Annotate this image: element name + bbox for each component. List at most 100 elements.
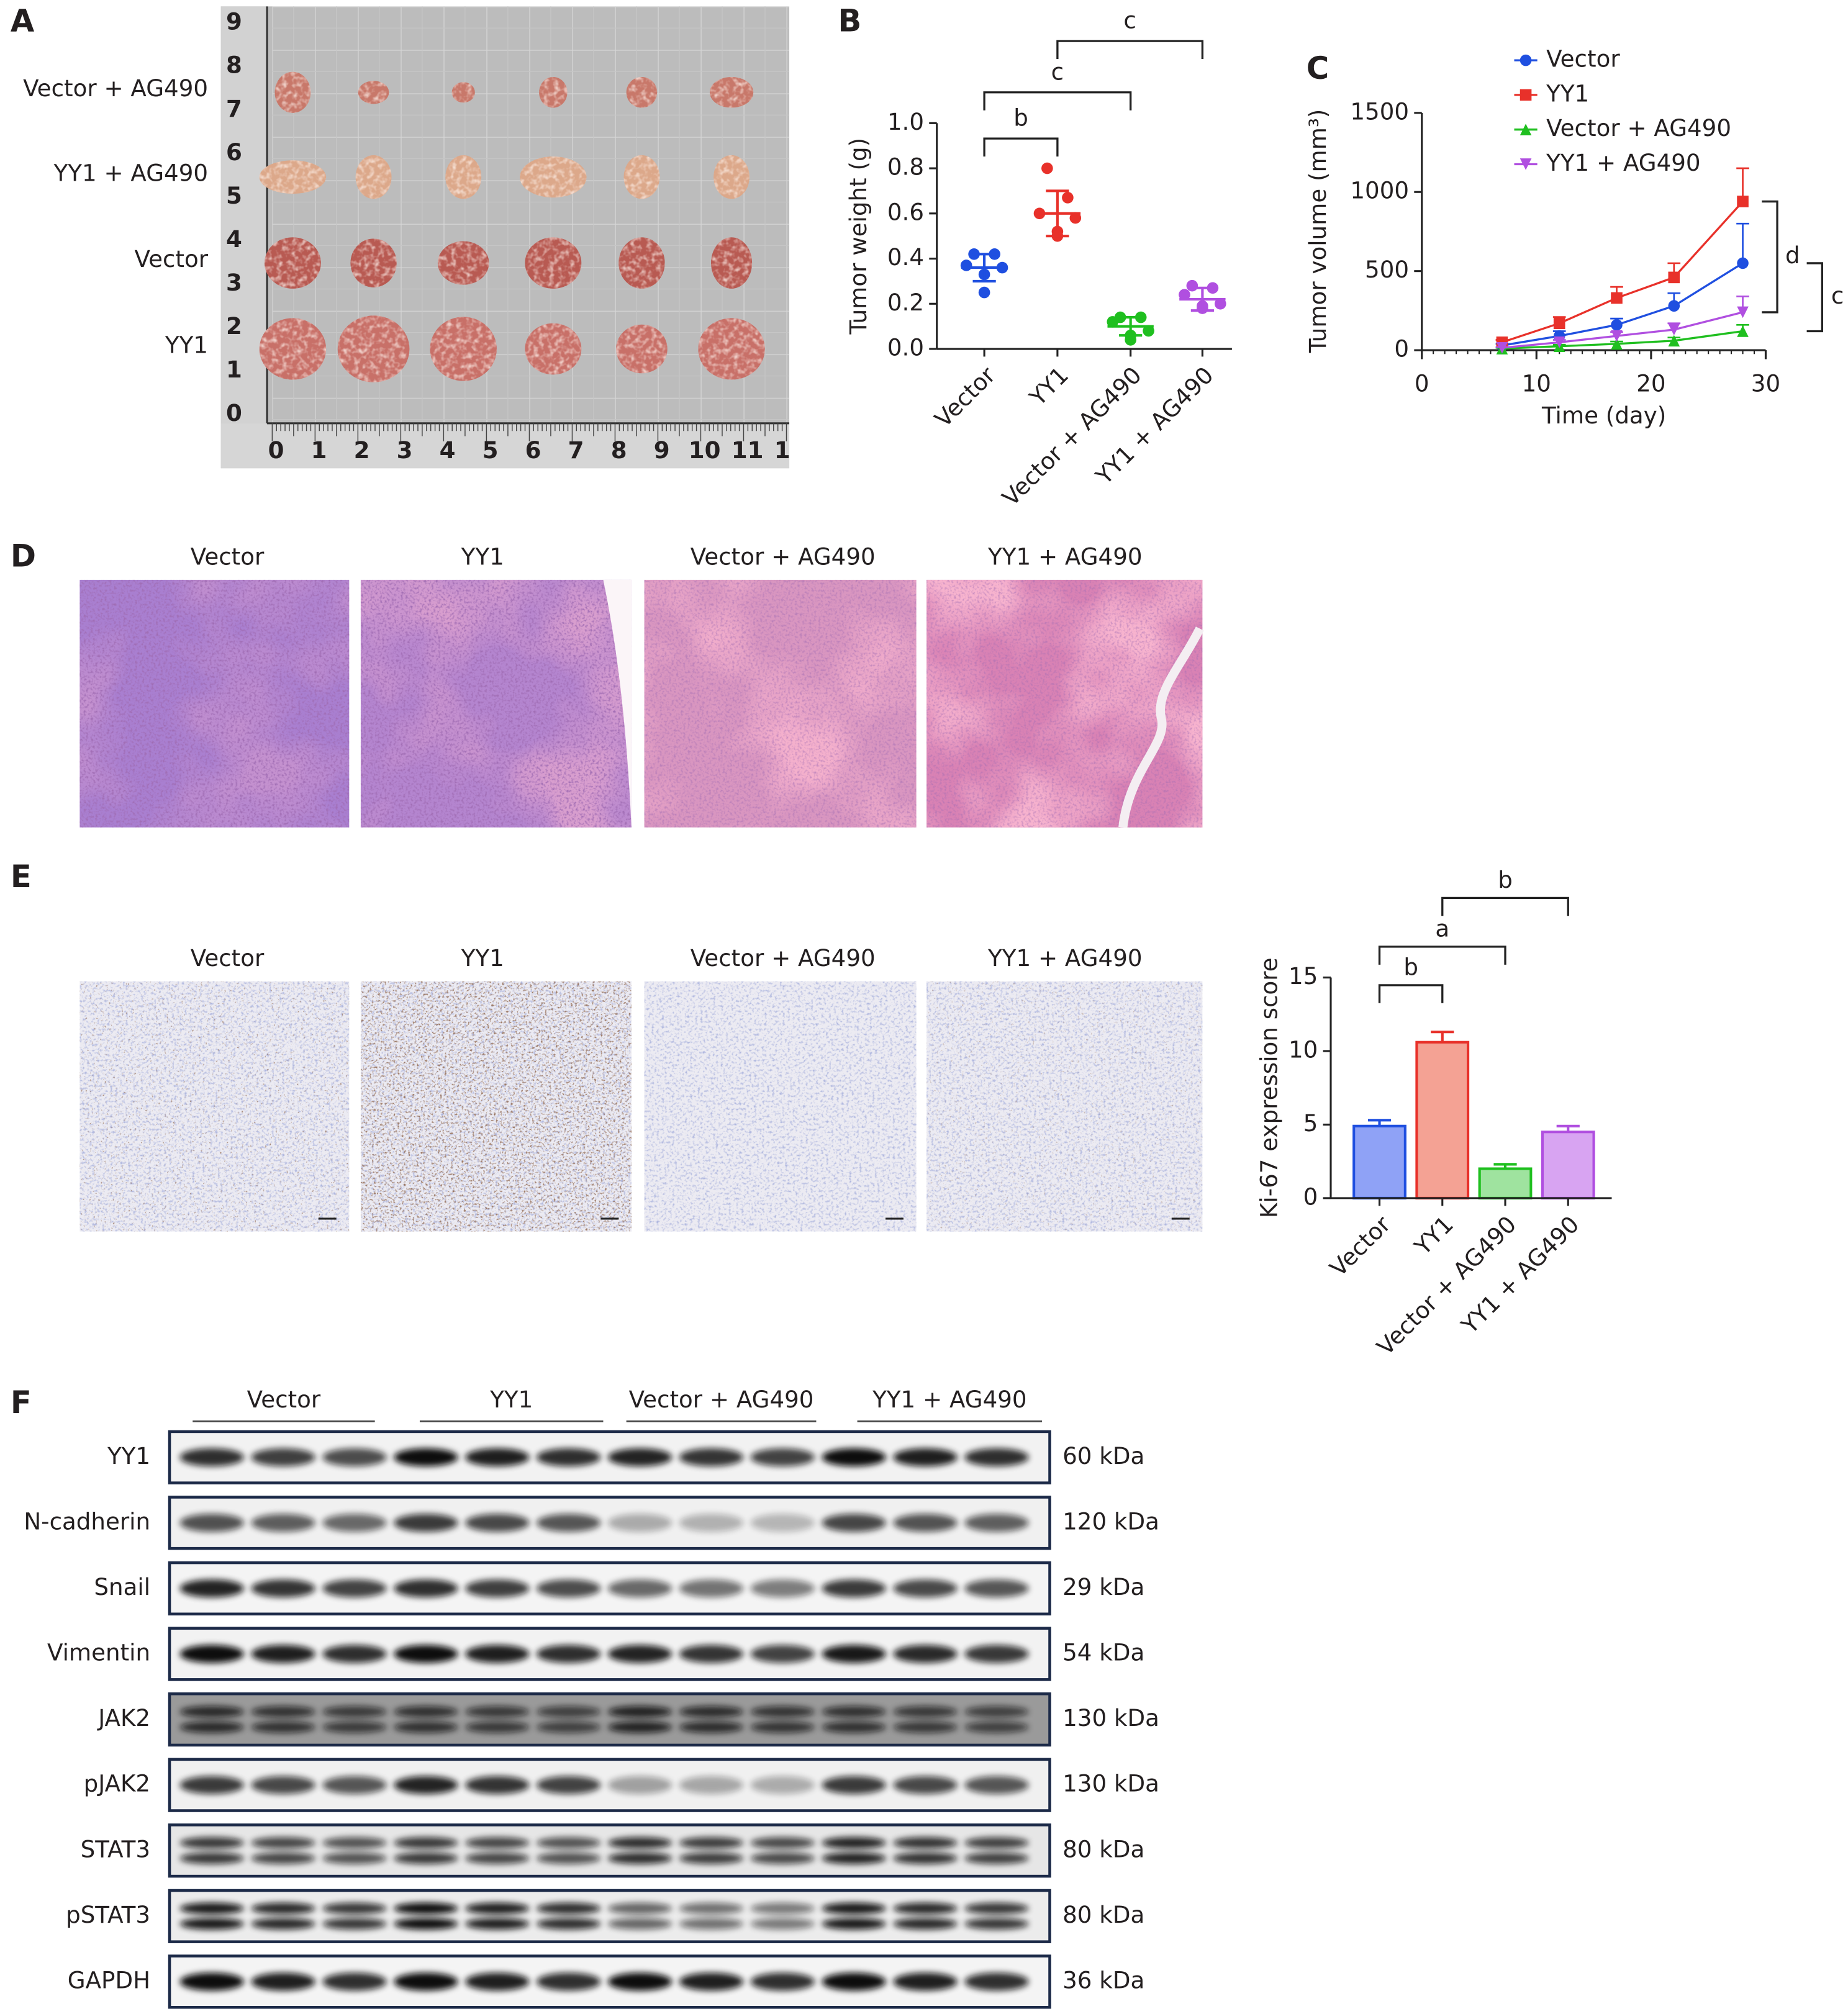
column-label: Vector + AG490 bbox=[691, 543, 876, 570]
band bbox=[679, 1852, 744, 1864]
band bbox=[679, 1514, 744, 1532]
band bbox=[251, 1776, 315, 1794]
tumor-texture bbox=[618, 237, 665, 289]
tumor-texture bbox=[520, 156, 587, 198]
he-crack bbox=[1118, 626, 1204, 828]
ruler-number: 6 bbox=[226, 138, 242, 166]
band bbox=[394, 1972, 458, 1991]
legend-label: Vector + AG490 bbox=[1546, 114, 1731, 142]
y-tick-label: 0.8 bbox=[887, 153, 924, 181]
band bbox=[750, 1645, 815, 1663]
band bbox=[536, 1645, 601, 1663]
tumor-texture bbox=[525, 323, 582, 375]
band bbox=[893, 1918, 958, 1930]
band bbox=[607, 1852, 673, 1864]
column-label: Vector + AG490 bbox=[691, 944, 876, 972]
band bbox=[964, 1852, 1029, 1864]
y-tick-label: 500 bbox=[1365, 256, 1409, 283]
x-tick-label: 10 bbox=[1522, 369, 1551, 397]
band bbox=[465, 1705, 530, 1718]
band bbox=[536, 1776, 601, 1794]
size-label: 80 kDa bbox=[1062, 1835, 1144, 1863]
band bbox=[893, 1902, 958, 1915]
group-label: YY1 + AG490 bbox=[872, 1386, 1026, 1413]
protein-label: STAT3 bbox=[81, 1835, 150, 1863]
band bbox=[536, 1972, 601, 1991]
legend-marker bbox=[1520, 89, 1532, 101]
blot bbox=[168, 1692, 1051, 1747]
band bbox=[465, 1837, 530, 1849]
tumor-texture bbox=[350, 238, 397, 287]
panel-letter: B bbox=[838, 3, 862, 39]
tumor-texture bbox=[525, 237, 582, 289]
band bbox=[322, 1514, 387, 1532]
panel-letter: D bbox=[11, 538, 36, 574]
protein-label: N-cadherin bbox=[24, 1507, 150, 1535]
band bbox=[536, 1705, 601, 1718]
legend-marker bbox=[1520, 124, 1532, 135]
band bbox=[465, 1514, 530, 1532]
band bbox=[394, 1852, 458, 1864]
row-label: Vector + AG490 bbox=[23, 75, 208, 102]
x-axis-label: Time (day) bbox=[1541, 402, 1666, 429]
ruler-number: 9 bbox=[226, 8, 242, 35]
line bbox=[1502, 262, 1744, 347]
tumor-texture bbox=[358, 81, 389, 104]
marker bbox=[1668, 300, 1680, 312]
size-label: 130 kDa bbox=[1062, 1770, 1159, 1797]
marker bbox=[1737, 196, 1749, 207]
band bbox=[607, 1918, 673, 1930]
tumor-texture bbox=[355, 155, 392, 199]
column-label: YY1 bbox=[461, 944, 504, 972]
band bbox=[893, 1776, 958, 1794]
he-speckle bbox=[360, 579, 632, 828]
band bbox=[607, 1721, 673, 1733]
marker bbox=[1611, 338, 1623, 350]
bracket bbox=[1762, 200, 1778, 314]
band bbox=[607, 1579, 673, 1597]
band bbox=[893, 1579, 958, 1597]
panel-letter: E bbox=[11, 859, 32, 895]
protein-label: JAK2 bbox=[97, 1704, 150, 1732]
tumor-texture bbox=[698, 318, 765, 380]
band bbox=[394, 1837, 458, 1849]
y-tick-label: 0 bbox=[1303, 1183, 1318, 1210]
band bbox=[679, 1972, 744, 1991]
band bbox=[536, 1837, 601, 1849]
protein-label: YY1 bbox=[107, 1442, 150, 1470]
band bbox=[394, 1448, 458, 1466]
band bbox=[394, 1514, 458, 1532]
bar bbox=[1352, 1124, 1406, 1199]
band bbox=[536, 1902, 601, 1915]
y-axis-label: Tumor volume (mm³) bbox=[1304, 109, 1331, 354]
band bbox=[465, 1448, 530, 1466]
size-label: 54 kDa bbox=[1062, 1639, 1144, 1666]
bracket bbox=[983, 91, 1132, 111]
band bbox=[465, 1721, 530, 1733]
band bbox=[465, 1579, 530, 1597]
band bbox=[251, 1448, 315, 1466]
y-tick-label: 5 bbox=[1303, 1109, 1318, 1137]
error-bar bbox=[1493, 1163, 1517, 1169]
size-label: 80 kDa bbox=[1062, 1901, 1144, 1928]
ruler-number: 12 bbox=[774, 436, 807, 464]
band bbox=[536, 1852, 601, 1864]
band bbox=[822, 1918, 886, 1930]
error-bar bbox=[1367, 1119, 1392, 1126]
photo-a bbox=[220, 6, 790, 469]
y-tick-label: 10 bbox=[1289, 1036, 1318, 1063]
band bbox=[822, 1705, 886, 1718]
band bbox=[607, 1837, 673, 1849]
band bbox=[465, 1645, 530, 1663]
band bbox=[893, 1837, 958, 1849]
y-tick-label: 1.0 bbox=[887, 108, 924, 135]
ruler-number: 2 bbox=[354, 436, 370, 464]
band bbox=[750, 1837, 815, 1849]
band bbox=[465, 1972, 530, 1991]
point bbox=[1143, 325, 1154, 337]
ruler-number: 2 bbox=[226, 312, 242, 340]
annotation: c bbox=[1831, 282, 1844, 309]
band bbox=[679, 1918, 744, 1930]
panel-letter: A bbox=[11, 3, 35, 39]
